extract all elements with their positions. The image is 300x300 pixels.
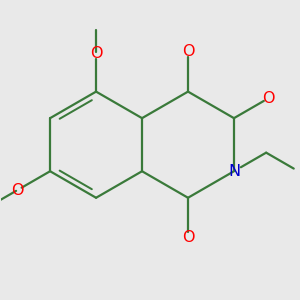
- Text: N: N: [228, 164, 240, 179]
- Text: O: O: [182, 230, 194, 245]
- Text: O: O: [262, 91, 275, 106]
- Text: O: O: [182, 44, 194, 59]
- Text: O: O: [11, 183, 23, 198]
- Text: O: O: [90, 46, 102, 61]
